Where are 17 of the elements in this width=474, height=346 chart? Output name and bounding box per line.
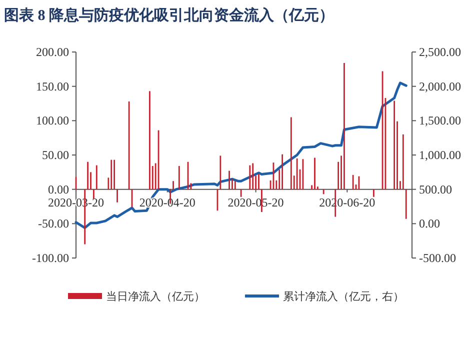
y2-tick-label: 1,500.00 xyxy=(419,114,461,128)
y-tick-label: 50.00 xyxy=(42,148,69,162)
y-tick-label: 200.00 xyxy=(36,45,69,59)
chart-title: 图表 8 降息与防疫优化吸引北向资金流入（亿元） xyxy=(4,6,334,24)
y2-tick-label: 2,000.00 xyxy=(419,79,461,94)
y2-tick-label: 500.00 xyxy=(419,182,452,196)
y-tick-label: 0.00 xyxy=(48,182,69,196)
legend-label: 当日净流入（亿元） xyxy=(106,290,205,303)
y-tick-label: 150.00 xyxy=(36,79,69,94)
y2-tick-label: 2,500.00 xyxy=(419,45,461,59)
y-tick-label: -50.00 xyxy=(38,216,69,231)
y2-tick-label: 1,000.00 xyxy=(419,148,461,162)
legend-label: 累计净流入（亿元，右） xyxy=(283,290,404,303)
y-tick-label: -100.00 xyxy=(32,251,69,265)
y-tick-label: 100.00 xyxy=(36,114,69,128)
y2-tick-label: -500.00 xyxy=(419,251,456,265)
y2-tick-label: 0.00 xyxy=(419,216,440,231)
